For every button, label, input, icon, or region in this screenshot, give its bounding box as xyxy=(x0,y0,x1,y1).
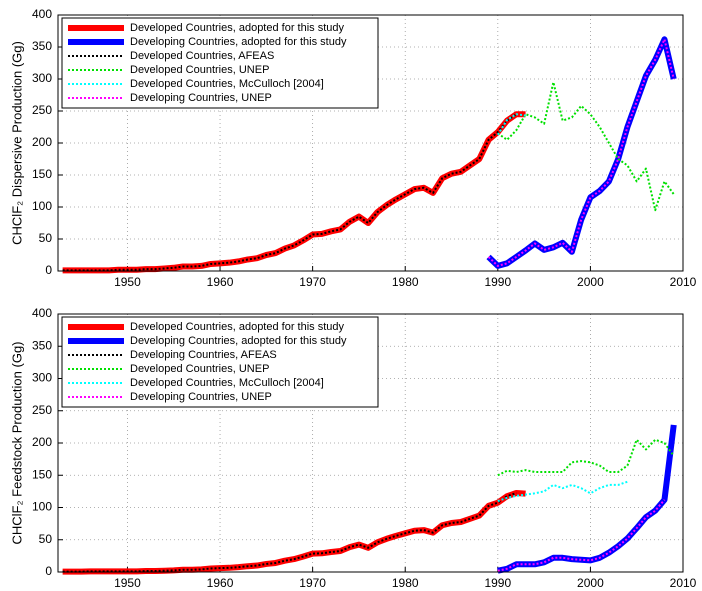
data-line xyxy=(497,81,675,212)
x-tick-label: 1990 xyxy=(484,576,511,590)
data-line xyxy=(496,113,526,136)
legend-label: Developed Countries, AFEAS xyxy=(130,50,274,62)
y-tick-label: 100 xyxy=(32,199,52,213)
subplot: 0 50 100 150 200 250 300 350 400 1950 1960 1970 1980… xyxy=(9,306,696,590)
x-tick-label: 1980 xyxy=(392,576,419,590)
legend-label: Developing Countries, AFEAS xyxy=(130,349,277,361)
y-tick-label: 150 xyxy=(32,167,52,181)
y-tick-label: 200 xyxy=(32,135,52,149)
x-tick-label: 2000 xyxy=(577,275,604,289)
x-tick-label: 1960 xyxy=(207,576,234,590)
y-tick-label: 150 xyxy=(32,467,52,481)
data-line xyxy=(487,38,675,267)
subplot: 0 50 100 150 200 250 300 350 400 1950 1960 1970 1980… xyxy=(9,7,696,289)
y-tick-label: 300 xyxy=(32,71,52,85)
y-tick-label: 0 xyxy=(45,564,52,578)
y-tick-label: 0 xyxy=(45,263,52,277)
legend-box xyxy=(61,316,379,408)
y-tick-label: 350 xyxy=(32,338,52,352)
x-tick-label: 1960 xyxy=(207,275,234,289)
legend-label: Developed Countries, UNEP xyxy=(130,64,269,76)
y-axis-label: CHClF₂ Dispersive Production (Gg) xyxy=(9,41,24,245)
x-tick-label: 2010 xyxy=(670,576,697,590)
legend-box xyxy=(61,17,379,109)
y-tick-label: 50 xyxy=(39,532,53,546)
y-tick-label: 250 xyxy=(32,403,52,417)
plot-frame xyxy=(57,313,684,573)
y-tick-label: 100 xyxy=(32,500,52,514)
legend-label: Developed Countries, adopted for this st… xyxy=(130,22,345,34)
x-tick-label: 2000 xyxy=(577,576,604,590)
x-tick-label: 1970 xyxy=(299,576,326,590)
legend-label: Developed Countries, McCulloch [2004] xyxy=(130,78,324,90)
data-line xyxy=(497,499,666,572)
legend-label: Developed Countries, McCulloch [2004] xyxy=(130,377,324,389)
y-tick-label: 400 xyxy=(32,306,52,320)
legend-label: Developing Countries, adopted for this s… xyxy=(130,335,347,347)
plot-frame xyxy=(57,14,684,272)
y-tick-label: 350 xyxy=(32,39,52,53)
legend-label: Developing Countries, adopted for this s… xyxy=(130,36,347,48)
y-tick-label: 400 xyxy=(32,7,52,21)
y-tick-label: 50 xyxy=(39,231,53,245)
legend-label: Developed Countries, adopted for this st… xyxy=(130,321,345,333)
legend: Developed Countries, adopted for this st… xyxy=(61,17,379,109)
data-line xyxy=(497,480,628,502)
y-axis-label: CHClF₂ Feedstock Production (Gg) xyxy=(9,342,24,545)
x-tick-label: 1950 xyxy=(114,576,141,590)
legend: Developed Countries, adopted for this st… xyxy=(61,316,379,408)
data-line xyxy=(497,438,675,477)
legend-label: Developing Countries, UNEP xyxy=(130,92,272,104)
x-tick-label: 2010 xyxy=(670,275,697,289)
y-tick-label: 250 xyxy=(32,103,52,117)
y-tick-label: 200 xyxy=(32,435,52,449)
data-line xyxy=(62,113,517,272)
x-tick-label: 1970 xyxy=(299,275,326,289)
legend-label: Developed Countries, UNEP xyxy=(130,363,269,375)
legend-label: Developing Countries, UNEP xyxy=(130,391,272,403)
y-tick-label: 300 xyxy=(32,371,52,385)
x-tick-label: 1990 xyxy=(484,275,511,289)
x-tick-label: 1980 xyxy=(392,275,419,289)
x-tick-label: 1950 xyxy=(114,275,141,289)
